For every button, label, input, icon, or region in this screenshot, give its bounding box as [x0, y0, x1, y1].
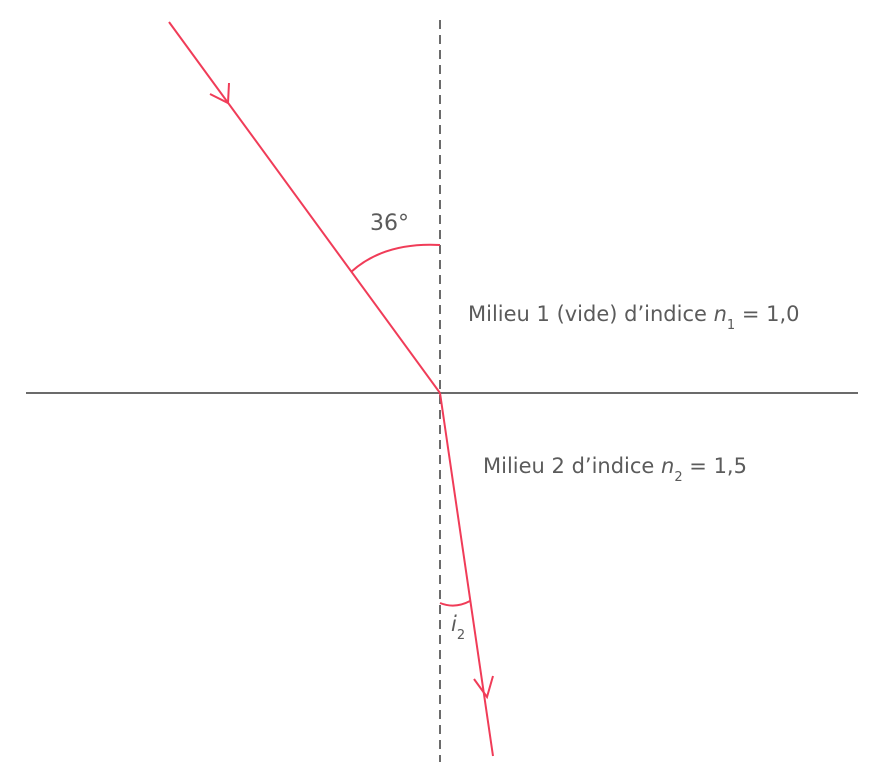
refraction-angle-var: i: [451, 612, 457, 636]
medium2-prefix: Milieu 2 d’indice: [483, 454, 662, 478]
medium2-sub: 2: [674, 470, 683, 485]
medium1-var: n: [713, 302, 727, 326]
refracted-ray: [439, 392, 494, 757]
incident-arrow-icon: [209, 82, 230, 105]
incidence-angle-arc: [350, 243, 441, 273]
medium2-value: = 1,5: [682, 454, 747, 478]
incident-ray: [168, 21, 441, 394]
medium1-sub: 1: [726, 318, 736, 333]
medium2-var: n: [661, 454, 675, 478]
medium2-label: Milieu 2 d’indice n2 = 1,5: [483, 454, 747, 485]
refracted-arrow-icon: [473, 675, 494, 700]
medium1-prefix: Milieu 1 (vide) d’indice: [468, 302, 714, 326]
refraction-angle-sub: 2: [456, 628, 466, 643]
incidence-angle-label: 36°: [370, 211, 409, 236]
refraction-angle-arc: [439, 600, 471, 607]
refraction-angle-label: i2: [451, 612, 465, 643]
medium1-value: = 1,0: [735, 302, 800, 326]
medium1-label: Milieu 1 (vide) d’indice n1 = 1,0: [468, 302, 800, 333]
